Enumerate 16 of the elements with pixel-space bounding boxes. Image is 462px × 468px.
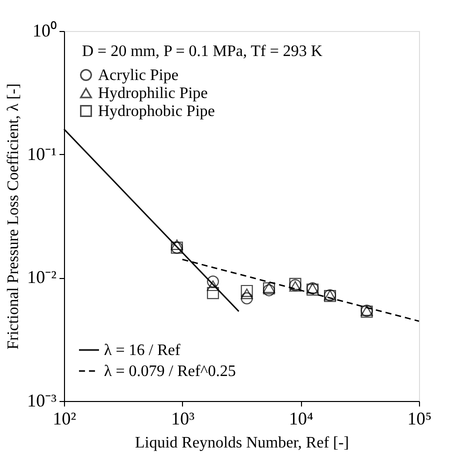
legend-label: Hydrophobic Pipe (98, 103, 215, 120)
y-tick-label: 10⁻² (27, 267, 56, 288)
x-tick-label: 10⁴ (289, 408, 314, 428)
y-tick-label: 10⁻³ (27, 390, 58, 410)
x-tick-label: 10³ (171, 408, 196, 428)
x-axis-title: Liquid Reynolds Number, Ref [-] (135, 434, 349, 452)
x-tick-label: 10² (52, 408, 76, 428)
legend-label: λ = 0.079 / Ref^0.25 (104, 363, 236, 380)
legend-label: Hydrophilic Pipe (98, 85, 208, 102)
x-tick-label: 10⁵ (407, 408, 432, 428)
y-axis-title: Frictional Pressure Loss Coefficient, λ [-] (5, 83, 22, 350)
legend-label: Acrylic Pipe (98, 67, 178, 84)
legend-label: λ = 16 / Ref (104, 342, 181, 359)
y-tick-label: 10⁻¹ (27, 144, 56, 164)
annotation: D = 20 mm, P = 0.1 MPa, Tf = 293 K (82, 43, 323, 60)
y-tick-label: 10⁰ (32, 20, 56, 40)
